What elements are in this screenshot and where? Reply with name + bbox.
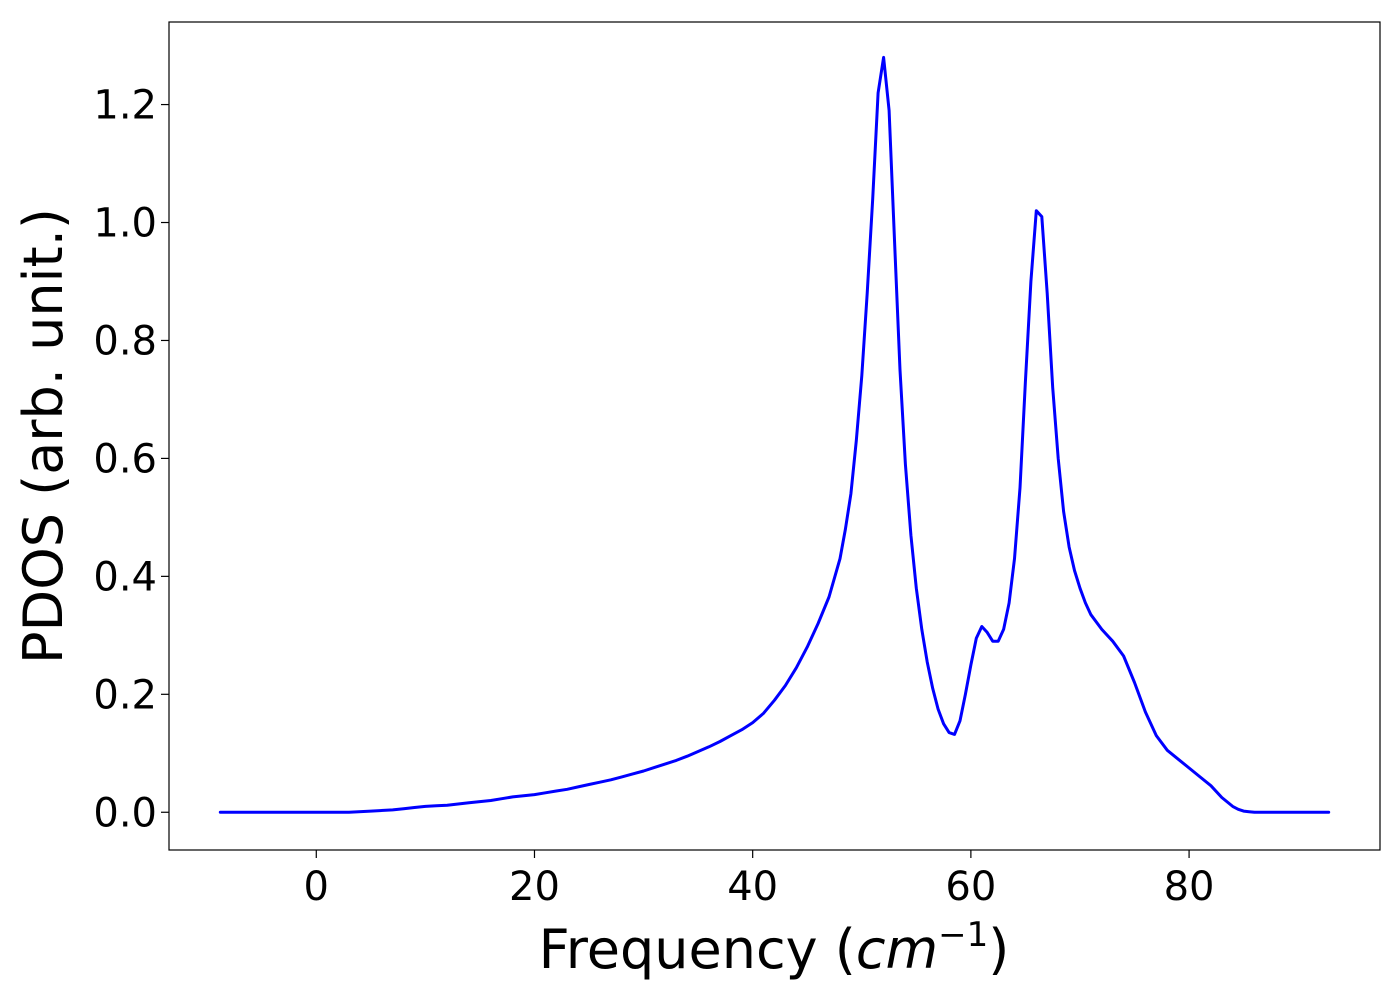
y-tick-label: 1.2 — [93, 83, 157, 129]
y-tick-label: 0.0 — [93, 790, 157, 836]
y-tick-label: 0.2 — [93, 672, 157, 718]
y-axis-ticks: 0.0 0.2 0.4 0.6 0.8 1.0 1.2 — [93, 83, 169, 836]
x-axis-ticks: 0 20 40 60 80 — [304, 850, 1215, 910]
pdos-series-line — [218, 55, 1331, 814]
y-tick-label: 0.6 — [93, 436, 157, 482]
y-tick-label: 1.0 — [93, 201, 157, 247]
y-axis-label: PDOS (arb. unit.) — [12, 208, 75, 664]
plot-area — [168, 21, 1381, 851]
y-tick-label: 0.4 — [93, 554, 157, 600]
x-axis-label: Frequency (cm−1) — [539, 915, 1010, 981]
x-tick-label: 20 — [509, 864, 560, 910]
x-tick-label: 0 — [304, 864, 329, 910]
y-tick-label: 0.8 — [93, 318, 157, 364]
x-tick-label: 60 — [945, 864, 996, 910]
x-tick-label: 40 — [727, 864, 778, 910]
x-tick-label: 80 — [1164, 864, 1215, 910]
